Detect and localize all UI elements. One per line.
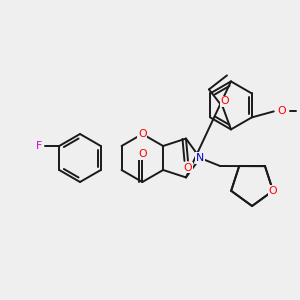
Text: N: N — [196, 153, 204, 163]
Text: F: F — [36, 141, 42, 151]
Text: O: O — [269, 186, 277, 196]
Text: O: O — [278, 106, 286, 116]
Text: O: O — [138, 129, 147, 139]
Text: O: O — [221, 96, 229, 106]
Text: O: O — [138, 149, 147, 159]
Text: O: O — [184, 163, 192, 172]
